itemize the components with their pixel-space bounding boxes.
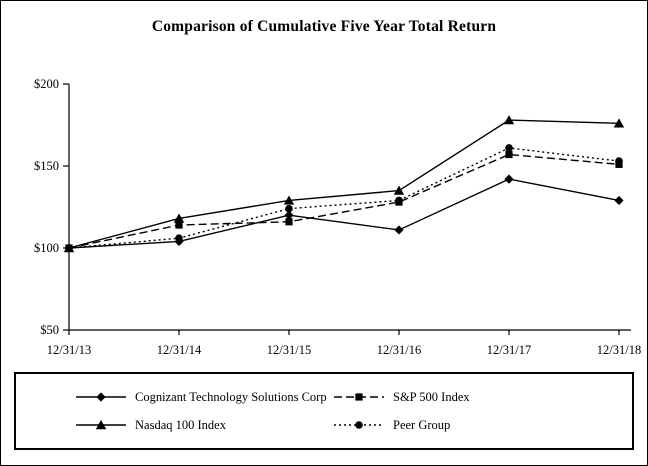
triangle-marker-icon: [503, 115, 515, 125]
square-marker-icon: [175, 221, 183, 229]
triangle-marker-icon: [393, 185, 405, 195]
circle-marker-icon: [65, 244, 73, 252]
x-tick-label: 12/31/17: [487, 343, 531, 357]
legend-label-peer-group: Peer Group: [393, 417, 451, 432]
y-tick-label: $200: [34, 77, 59, 91]
legend-item-peer-group: Peer Group: [334, 418, 632, 433]
square-marker-icon: [355, 393, 363, 401]
triangle-marker-icon: [173, 213, 185, 223]
legend-item-sp500: S&P 500 Index: [334, 390, 632, 405]
circle-marker-icon: [285, 204, 293, 213]
y-tick-label: $150: [34, 159, 59, 173]
legend-symbol-dashed-square-icon: [334, 393, 384, 401]
y-tick-label: $50: [40, 323, 59, 337]
circle-marker-icon: [615, 157, 623, 165]
x-tick-label: 12/31/16: [377, 343, 421, 357]
x-tick-label: 12/31/14: [157, 343, 202, 357]
legend-label-cognizant: Cognizant Technology Solutions Corp: [135, 389, 327, 404]
circle-marker-icon: [505, 144, 513, 152]
x-tick-label: 12/31/18: [597, 343, 641, 357]
axes: [63, 83, 631, 335]
chart-plot-area: $50 $100 $150 $200 12/31/13 12/31/14 12/31/15 1…: [34, 77, 641, 357]
diamond-marker-icon: [96, 392, 106, 402]
series-circle: [65, 144, 623, 252]
legend-label-sp500: S&P 500 Index: [393, 389, 470, 404]
diamond-marker-icon: [284, 210, 294, 220]
series-triangle: [63, 115, 625, 253]
diamond-marker-icon: [394, 225, 404, 235]
x-tick-label: 12/31/15: [267, 343, 311, 357]
series-line: [68, 147, 620, 249]
series-square: [65, 150, 623, 252]
legend-symbol-dotted-circle-icon: [334, 421, 384, 429]
y-tick-label: $100: [34, 241, 59, 255]
legend-label-nasdaq100: Nasdaq 100 Index: [135, 417, 226, 432]
circle-marker-icon: [395, 196, 403, 205]
triangle-marker-icon: [283, 195, 295, 205]
triangle-marker-icon: [95, 420, 107, 430]
circle-marker-icon: [175, 234, 183, 242]
series-line: [68, 153, 620, 249]
series-line: [68, 119, 620, 249]
legend-item-nasdaq100: Nasdaq 100 Index: [76, 418, 334, 433]
circle-marker-icon: [355, 421, 363, 429]
square-marker-icon: [505, 150, 513, 159]
diamond-marker-icon: [614, 195, 624, 206]
chart-legend: Cognizant Technology Solutions Corp S&P …: [14, 372, 634, 450]
legend-symbol-solid-diamond-icon: [76, 392, 126, 402]
series-line: [68, 178, 620, 249]
triangle-marker-icon: [613, 118, 625, 128]
x-tick-label: 12/31/13: [47, 343, 91, 357]
chart-title: Comparison of Cumulative Five Year Total…: [151, 18, 497, 35]
legend-item-cognizant: Cognizant Technology Solutions Corp: [76, 390, 334, 405]
square-marker-icon: [285, 218, 293, 226]
diamond-marker-icon: [504, 174, 514, 184]
series-diamond: [64, 174, 624, 253]
legend-symbol-solid-triangle-icon: [76, 420, 126, 430]
